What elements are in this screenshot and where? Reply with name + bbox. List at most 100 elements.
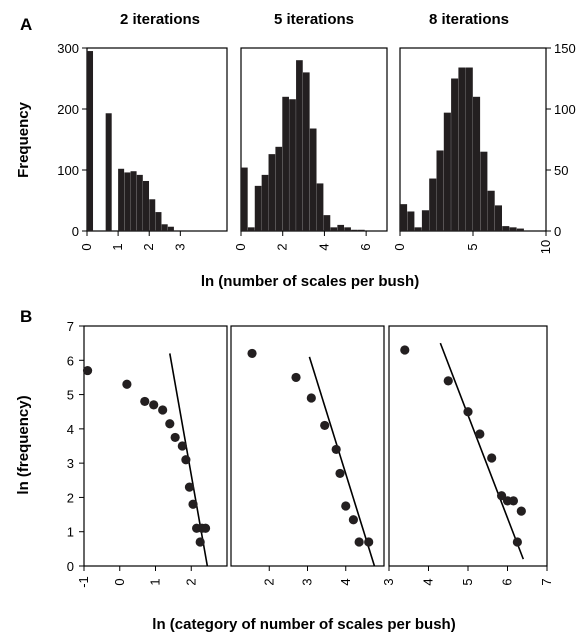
data-point — [335, 468, 345, 479]
histogram-bar — [309, 128, 317, 231]
x-tick-label: 5 — [460, 578, 475, 585]
fit-line — [308, 356, 376, 567]
x-tick-label: 0 — [392, 243, 407, 250]
x-tick-label: 7 — [539, 578, 554, 585]
histogram-bar — [118, 168, 125, 231]
x-tick-label: 3 — [172, 243, 187, 250]
histogram-bar — [254, 185, 262, 231]
data-point — [320, 420, 330, 431]
histogram-bar — [465, 67, 473, 232]
y-tick-label: 0 — [67, 559, 74, 574]
data-point — [354, 537, 364, 547]
data-point — [400, 345, 410, 355]
plot-frame — [230, 325, 385, 567]
histogram-bar — [289, 99, 296, 232]
x-tick-label: 0 — [233, 243, 248, 250]
data-point — [291, 372, 301, 383]
histogram-bar — [180, 230, 187, 231]
y-tick-label: 1 — [67, 525, 74, 540]
fit-line — [439, 342, 525, 560]
data-point — [184, 482, 195, 492]
x-tick-label: 0 — [79, 243, 94, 250]
histogram-bar — [296, 60, 303, 232]
x-tick-label: 2 — [141, 243, 156, 250]
x-tick-label: 2 — [183, 578, 198, 585]
x-tick-label: 1 — [148, 578, 163, 585]
data-point — [188, 499, 198, 509]
data-point — [181, 455, 191, 465]
y-tick-label: 100 — [554, 102, 576, 117]
x-tick-label: 4 — [421, 578, 436, 585]
histogram-bar — [130, 171, 137, 231]
x-tick-label: 6 — [358, 243, 373, 250]
x-tick-label: -1 — [76, 576, 91, 588]
title-2-iterations: 2 iterations — [120, 11, 200, 28]
data-point — [463, 407, 473, 417]
panel-a-letter: A — [20, 15, 32, 34]
histogram-5-iterations: 0 2 4 6 — [233, 47, 388, 251]
histogram-bar — [247, 227, 255, 231]
data-point — [475, 429, 485, 439]
x-tick-label: 4 — [316, 243, 331, 250]
x-tick-label: 4 — [338, 578, 353, 585]
histogram-bar — [414, 227, 422, 231]
histogram-bar — [494, 205, 502, 231]
data-point — [331, 444, 341, 455]
histogram-bar — [174, 230, 181, 231]
histogram-bar — [282, 96, 289, 231]
y-tick-label: 0 — [554, 224, 561, 239]
data-point — [443, 376, 453, 386]
data-point — [165, 419, 175, 429]
scatter-8-iterations: 3 4 5 6 7 — [381, 325, 554, 586]
histogram-bar — [429, 178, 437, 231]
histogram-bar — [87, 51, 94, 231]
data-point — [348, 515, 358, 525]
y-tick-label: 100 — [57, 163, 79, 178]
histogram-bar — [167, 226, 174, 231]
histogram-2-iterations: 0 1 2 3 0 100 200 300 — [57, 41, 228, 251]
x-tick-label: 3 — [381, 578, 396, 585]
histogram-bar — [473, 96, 481, 231]
y-tick-label: 2 — [67, 490, 74, 505]
panel-b-letter: B — [20, 307, 32, 326]
data-point — [306, 393, 316, 403]
histogram-bar — [509, 227, 517, 231]
scatter-5-iterations: 2 3 4 — [230, 325, 385, 586]
y-tick-label: 0 — [72, 224, 79, 239]
y-tick-label: 4 — [67, 422, 74, 437]
x-tick-label: 10 — [538, 240, 553, 254]
data-point — [496, 491, 507, 501]
histogram-bar — [480, 151, 488, 231]
histogram-bar — [400, 204, 408, 231]
data-point — [487, 453, 497, 463]
histogram-bar — [330, 227, 338, 231]
x-tick-label: 1 — [110, 243, 125, 250]
data-point — [170, 432, 180, 443]
data-point — [200, 523, 211, 533]
data-point — [177, 441, 187, 451]
panel-b-ylabel: ln (frequency) — [15, 395, 32, 494]
histogram-bar — [316, 183, 324, 231]
x-tick-label: 2 — [275, 243, 290, 250]
x-tick-label: 6 — [500, 578, 515, 585]
y-tick-label: 6 — [67, 353, 74, 368]
histogram-bar — [421, 210, 429, 231]
y-tick-label: 150 — [554, 41, 576, 56]
data-point — [364, 537, 374, 547]
data-point — [158, 405, 168, 415]
histogram-bar — [105, 113, 112, 231]
data-point — [247, 348, 257, 359]
data-point — [516, 506, 526, 516]
histogram-bar — [436, 150, 444, 231]
histogram-bar — [323, 215, 331, 231]
data-point — [512, 537, 522, 547]
histogram-bar — [337, 224, 345, 231]
y-tick-label: 300 — [57, 41, 79, 56]
x-tick-label: 5 — [465, 243, 480, 250]
y-tick-label: 50 — [554, 163, 568, 178]
histogram-bar — [443, 112, 451, 231]
y-tick-label: 200 — [57, 102, 79, 117]
x-tick-label: 2 — [261, 578, 276, 585]
